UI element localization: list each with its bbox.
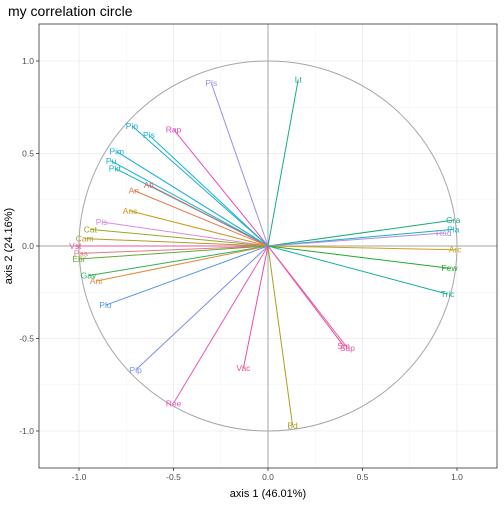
variable-arrow-gav <box>88 245 269 277</box>
tick-layer: -1.0 -1.0 -0.5 -0.5 0.0 0.0 0.5 0.5 1.0 1.0 <box>19 56 463 482</box>
variable-arrow-pu <box>110 160 269 247</box>
variable-label-sm: Sm <box>337 341 350 351</box>
variable-label-cat: Cat <box>84 224 98 234</box>
variable-arrow-att <box>148 184 269 247</box>
variable-arrow-pss <box>80 245 269 254</box>
variable-label-att: Att <box>144 180 155 190</box>
variable-label-plo: Plo <box>99 300 112 310</box>
variable-arrow-sap <box>267 245 348 349</box>
variable-arrow-ani <box>95 245 269 282</box>
y-tick-label: -0.5 <box>19 334 34 344</box>
y-tick-label: 1.0 <box>22 56 34 66</box>
variable-arrow-pim <box>116 151 269 247</box>
variable-label-bd: Bd <box>287 420 298 430</box>
variable-arrow-lt <box>267 79 299 247</box>
variable-arrow-rad <box>267 232 444 247</box>
variable-label-pin: Pin <box>126 121 139 131</box>
variable-label-ebr: Ebr <box>72 254 85 264</box>
variable-arrow-gra <box>267 219 454 247</box>
variable-label-pis: Pis <box>96 217 108 227</box>
variable-arrow-tric <box>267 245 448 295</box>
variable-label-lt: Lt <box>295 75 303 85</box>
variable-arrow-bd <box>267 245 294 426</box>
variable-arrow-ans <box>129 210 269 247</box>
variable-label-gra: Gra <box>446 215 460 225</box>
chart-title: my correlation circle <box>8 3 133 19</box>
variable-label-pis: Pis <box>143 130 155 140</box>
variable-label-rad: Rad <box>436 228 452 238</box>
variable-arrow-ebr <box>78 245 269 260</box>
variable-arrow-ree <box>173 245 269 404</box>
label-layer: LtPlsRapPinPisPimPuPktAttAnAnsPisCatCamV… <box>69 75 462 431</box>
arrow-layer <box>75 79 456 426</box>
variable-label-pls: Pls <box>205 78 217 88</box>
variable-label-cam: Cam <box>76 234 94 244</box>
variable-label-ree: Ree <box>166 398 182 408</box>
variable-label-vst: Vst <box>69 241 82 251</box>
variable-arrow-pis <box>148 134 269 247</box>
variable-label-vac: Vac <box>236 363 251 373</box>
variable-label-pip: Pip <box>130 365 143 375</box>
variable-arrow-pin <box>131 125 269 247</box>
variable-arrow-cam <box>84 238 269 247</box>
x-axis-title: axis 1 (46.01%) <box>230 488 306 500</box>
variable-label-pim: Pim <box>109 147 124 157</box>
y-tick-label: -1.0 <box>19 426 34 436</box>
x-tick-label: 0.5 <box>357 472 369 482</box>
variable-arrow-rap <box>173 129 269 247</box>
variable-arrow-cat <box>90 228 269 247</box>
variable-label-arc: Arc <box>449 245 463 255</box>
variable-arrow-pip <box>135 245 269 371</box>
variable-label-ani: Ani <box>90 276 102 286</box>
variable-label-ans: Ans <box>123 206 138 216</box>
x-tick-label: 0.0 <box>262 472 274 482</box>
variable-label-pla: Pla <box>447 224 460 234</box>
x-tick-label: -0.5 <box>166 472 181 482</box>
variable-label-tric: Tric <box>441 289 456 299</box>
y-tick-label: 0.5 <box>22 149 34 159</box>
variable-label-pkt: Pkt <box>109 163 122 173</box>
y-tick-label: 0.0 <box>22 241 34 251</box>
variable-arrow-plo <box>105 245 269 306</box>
variable-arrow-an <box>133 190 269 247</box>
x-tick-label: 1.0 <box>451 472 463 482</box>
variable-label-gav: Gav <box>81 271 97 281</box>
variable-arrow-arc <box>267 245 456 251</box>
variable-arrow-vac <box>242 245 269 369</box>
variable-label-pss: Pss <box>74 248 88 258</box>
variable-label-an: An <box>129 186 140 196</box>
variable-label-rap: Rap <box>166 124 182 134</box>
variable-arrow-pis <box>101 221 269 247</box>
variable-label-pu: Pu <box>106 156 117 166</box>
variable-label-sap: Sap <box>340 343 355 353</box>
y-axis-title: axis 2 (24.16%) <box>3 208 15 284</box>
variable-arrow-few <box>267 245 450 269</box>
variable-arrow-pls <box>210 83 269 247</box>
x-tick-label: -1.0 <box>72 472 87 482</box>
variable-label-few: Few <box>441 263 458 273</box>
